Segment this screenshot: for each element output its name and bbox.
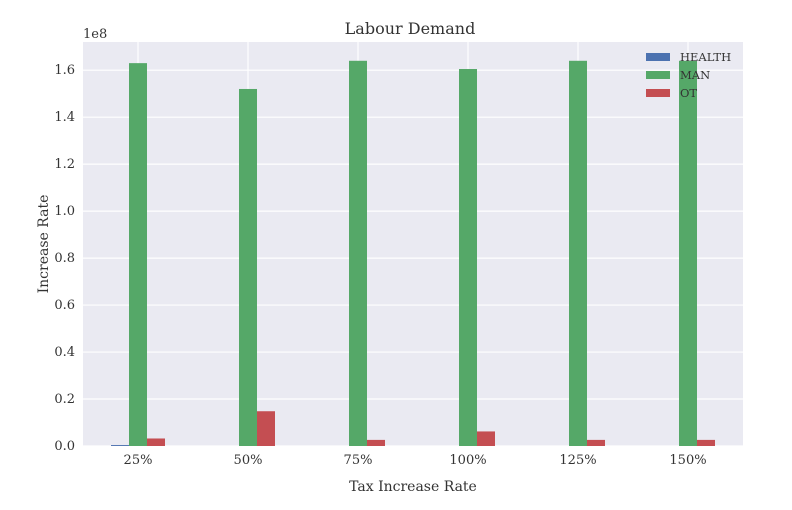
bar-man-2 [239, 88, 257, 446]
legend-swatch-ot [646, 89, 670, 97]
y-offset-label: 1e8 [83, 27, 107, 42]
bar-ot-1 [147, 438, 165, 446]
legend-label-ot: OT [680, 86, 697, 100]
bar-man-4 [459, 69, 477, 446]
x-tick-labels: 25% 50% 75% 100% 125% 150% [124, 453, 707, 468]
bar-ot-3 [367, 439, 385, 446]
y-axis-label: Increase Rate [36, 195, 52, 294]
bar-ot-4 [477, 431, 495, 446]
x-tick-label: 75% [344, 453, 373, 468]
y-tick-label: 1.4 [54, 110, 75, 125]
y-tick-labels: 0.0 0.2 0.4 0.6 0.8 1.0 1.2 1.4 1.6 [54, 63, 75, 454]
y-tick-label: 0.2 [54, 392, 75, 407]
bar-man-6 [679, 60, 697, 446]
bar-man-5 [569, 60, 587, 446]
x-tick-label: 150% [669, 453, 706, 468]
bar-health-1 [111, 445, 129, 446]
y-tick-label: 0.6 [54, 298, 75, 313]
x-axis-label: Tax Increase Rate [349, 479, 477, 495]
chart-title: Labour Demand [345, 19, 476, 38]
bar-man-1 [129, 63, 147, 447]
legend-label-health: HEALTH [680, 50, 731, 64]
bar-ot-6 [697, 439, 715, 446]
y-tick-label: 1.2 [54, 157, 75, 172]
legend: HEALTH MAN OT [646, 50, 731, 100]
x-tick-label: 50% [234, 453, 263, 468]
bar-ot-2 [257, 411, 275, 446]
y-tick-label: 0.4 [54, 345, 75, 360]
legend-swatch-man [646, 71, 670, 79]
y-tick-label: 0.0 [54, 439, 75, 454]
x-tick-label: 100% [449, 453, 486, 468]
y-tick-label: 0.8 [54, 251, 75, 266]
y-tick-label: 1.6 [54, 63, 75, 78]
x-tick-label: 25% [124, 453, 153, 468]
x-tick-label: 125% [559, 453, 596, 468]
bars [111, 60, 715, 447]
y-tick-label: 1.0 [54, 204, 75, 219]
bar-man-3 [349, 60, 367, 446]
legend-label-man: MAN [680, 68, 710, 82]
legend-swatch-health [646, 53, 670, 61]
plot-background [83, 42, 743, 446]
bar-ot-5 [587, 439, 605, 446]
